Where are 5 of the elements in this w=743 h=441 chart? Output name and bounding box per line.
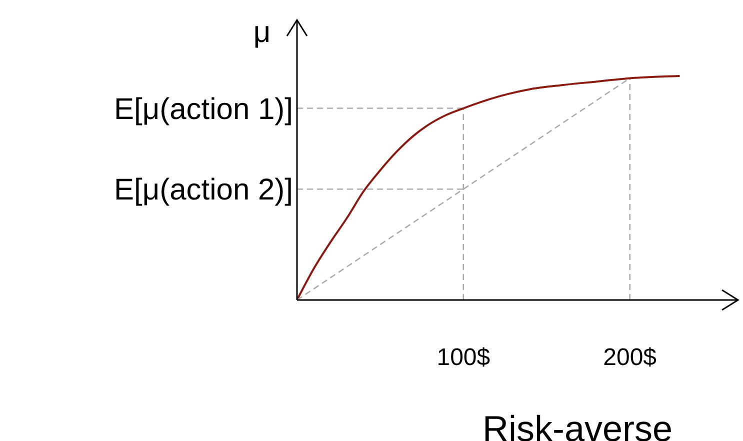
x-tick-label: 100$ (436, 344, 490, 372)
y-axis-title: μ (253, 16, 271, 49)
ref-line-label: E[μ(action 1)] (114, 92, 293, 126)
ref-line-label: E[μ(action 2)] (114, 174, 293, 207)
x-tick-label: 200$ (603, 344, 657, 372)
